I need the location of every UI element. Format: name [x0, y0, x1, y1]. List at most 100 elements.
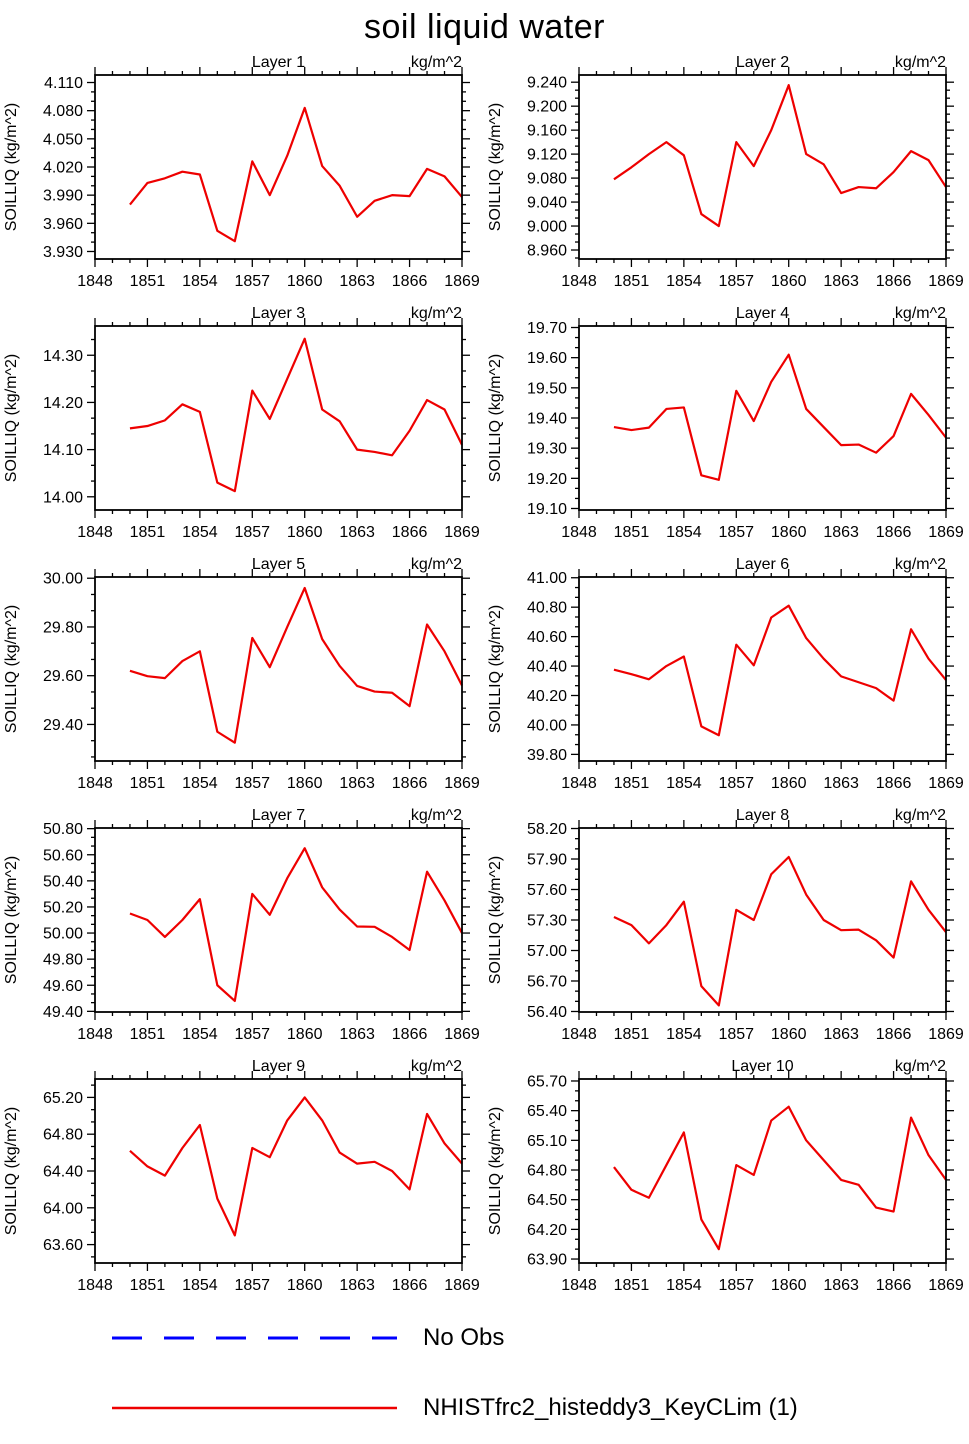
- x-tick-label: 1854: [182, 1026, 218, 1043]
- x-tick-label: 1866: [392, 775, 428, 792]
- y-tick-label: 64.80: [43, 1127, 83, 1144]
- y-axis-label: SOILLIQ (kg/m^2): [487, 856, 504, 984]
- y-tick-label: 14.30: [43, 348, 83, 365]
- x-tick-label: 1851: [614, 524, 650, 541]
- panel-title: Layer 6: [736, 556, 789, 573]
- x-tick-label: 1848: [77, 1026, 113, 1043]
- y-tick-label: 4.050: [43, 131, 83, 148]
- series-line: [129, 847, 463, 1003]
- x-tick-label: 1869: [928, 1026, 964, 1043]
- x-tick-label: 1848: [561, 1277, 597, 1294]
- charts-grid: 1848 1851 1854 1857 1860 1863 1866 1869 3.930 3.9…: [0, 49, 968, 1304]
- y-tick-label: 56.40: [527, 1004, 567, 1021]
- x-tick-label: 1854: [182, 1277, 218, 1294]
- x-tick-label: 1851: [130, 273, 166, 290]
- panel-title: Layer 4: [736, 305, 789, 322]
- panel-units: kg/m^2: [895, 54, 946, 71]
- chart-panel: 1848 1851 1854 1857 1860 1863 1866 1869 63.90 64.…: [484, 1053, 968, 1304]
- chart-panel: 1848 1851 1854 1857 1860 1863 1866 1869 63.60 64.…: [0, 1053, 484, 1304]
- series-line: [129, 586, 463, 744]
- x-tick-label: 1863: [339, 1026, 375, 1043]
- x-tick-label: 1866: [876, 273, 912, 290]
- plot-box: [578, 576, 947, 762]
- x-tick-label: 1851: [130, 524, 166, 541]
- page-title: soil liquid water: [364, 8, 605, 46]
- y-tick-label: 64.40: [43, 1164, 83, 1181]
- x-tick-label: 1848: [561, 524, 597, 541]
- y-tick-label: 3.990: [43, 188, 83, 205]
- y-tick-label: 58.20: [527, 821, 567, 838]
- x-tick-label: 1857: [234, 524, 270, 541]
- plot-box: [578, 325, 947, 511]
- legend: No Obs NHISTfrc2_histeddy3_KeyCLim (1): [112, 1324, 969, 1422]
- y-tick-label: 9.160: [527, 123, 567, 140]
- y-tick-label: 57.00: [527, 943, 567, 960]
- plot-box: [578, 827, 947, 1013]
- y-tick-label: 40.60: [527, 629, 567, 646]
- x-tick-label: 1851: [614, 1026, 650, 1043]
- y-tick-label: 14.00: [43, 489, 83, 506]
- no-obs-legend-line: [112, 1336, 397, 1340]
- panel-title: Layer 2: [736, 54, 789, 71]
- y-tick-label: 49.40: [43, 1004, 83, 1021]
- x-tick-label: 1857: [234, 775, 270, 792]
- y-tick-label: 9.040: [527, 195, 567, 212]
- y-tick-label: 40.00: [527, 717, 567, 734]
- y-tick-label: 9.200: [527, 99, 567, 116]
- x-tick-label: 1857: [718, 524, 754, 541]
- plot-box: [94, 1078, 463, 1264]
- y-tick-label: 65.40: [527, 1103, 567, 1120]
- series-line: [129, 1096, 463, 1237]
- y-tick-label: 57.60: [527, 882, 567, 899]
- y-tick-label: 19.30: [527, 441, 567, 458]
- y-tick-label: 9.000: [527, 219, 567, 236]
- y-tick-label: 19.50: [527, 380, 567, 397]
- y-tick-label: 19.70: [527, 320, 567, 337]
- x-tick-label: 1854: [666, 273, 702, 290]
- x-tick-label: 1863: [823, 273, 859, 290]
- y-tick-label: 29.80: [43, 619, 83, 636]
- y-tick-label: 63.60: [43, 1237, 83, 1254]
- x-tick-label: 1857: [234, 1277, 270, 1294]
- x-tick-label: 1866: [392, 1277, 428, 1294]
- plot-box: [94, 325, 463, 511]
- series-line: [129, 337, 463, 493]
- x-tick-label: 1866: [876, 775, 912, 792]
- x-tick-label: 1869: [928, 775, 964, 792]
- y-tick-label: 14.20: [43, 395, 83, 412]
- chart-panel: 1848 1851 1854 1857 1860 1863 1866 1869 39.80 40.…: [484, 551, 968, 802]
- y-tick-label: 65.70: [527, 1073, 567, 1090]
- y-tick-label: 64.50: [527, 1192, 567, 1209]
- series-line: [613, 604, 947, 737]
- x-tick-label: 1848: [561, 273, 597, 290]
- x-tick-label: 1869: [444, 273, 480, 290]
- panel-units: kg/m^2: [411, 807, 462, 824]
- chart-panel: 1848 1851 1854 1857 1860 1863 1866 1869 3.930 3.9…: [0, 49, 484, 300]
- y-tick-label: 19.10: [527, 501, 567, 518]
- x-tick-label: 1848: [77, 775, 113, 792]
- y-axis-label: SOILLIQ (kg/m^2): [3, 354, 20, 482]
- x-tick-label: 1860: [287, 273, 323, 290]
- y-tick-label: 3.960: [43, 216, 83, 233]
- y-tick-label: 41.00: [527, 570, 567, 587]
- x-tick-label: 1848: [561, 1026, 597, 1043]
- y-tick-label: 40.80: [527, 600, 567, 617]
- x-tick-label: 1860: [287, 1277, 323, 1294]
- y-axis-label: SOILLIQ (kg/m^2): [3, 605, 20, 733]
- panel-title: Layer 7: [252, 807, 305, 824]
- y-axis-label: SOILLIQ (kg/m^2): [3, 856, 20, 984]
- x-tick-label: 1854: [666, 1277, 702, 1294]
- y-tick-label: 29.60: [43, 668, 83, 685]
- x-tick-label: 1863: [339, 273, 375, 290]
- panel-units: kg/m^2: [895, 807, 946, 824]
- y-tick-label: 14.10: [43, 442, 83, 459]
- chart-panel: 1848 1851 1854 1857 1860 1863 1866 1869 56.40 56.…: [484, 802, 968, 1053]
- series-line: [613, 855, 947, 1007]
- panel-units: kg/m^2: [411, 1058, 462, 1075]
- x-tick-label: 1869: [444, 1277, 480, 1294]
- y-tick-label: 57.30: [527, 913, 567, 930]
- y-tick-label: 19.60: [527, 350, 567, 367]
- x-tick-label: 1860: [771, 775, 807, 792]
- y-tick-label: 30.00: [43, 571, 83, 588]
- y-tick-label: 50.80: [43, 821, 83, 838]
